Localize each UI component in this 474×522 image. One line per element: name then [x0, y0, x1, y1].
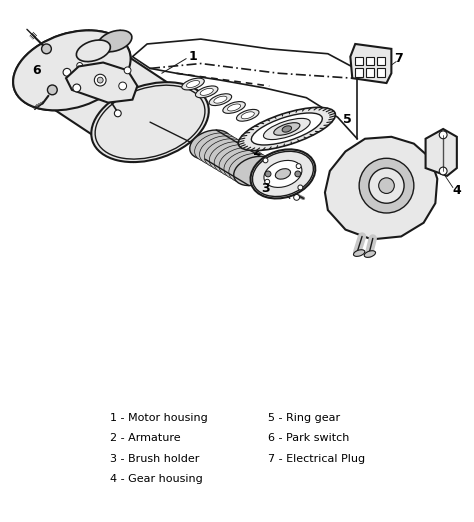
- Circle shape: [295, 171, 301, 177]
- Text: 5: 5: [343, 113, 352, 126]
- Polygon shape: [325, 137, 438, 240]
- Text: 2 - Armature: 2 - Armature: [110, 433, 181, 443]
- Ellipse shape: [13, 30, 131, 110]
- Circle shape: [439, 167, 447, 175]
- Ellipse shape: [98, 30, 132, 52]
- Ellipse shape: [195, 86, 218, 98]
- Text: 7 - Electrical Plug: 7 - Electrical Plug: [268, 454, 365, 464]
- Text: 4: 4: [453, 184, 461, 197]
- Ellipse shape: [204, 139, 246, 168]
- Text: 3: 3: [261, 182, 270, 195]
- Ellipse shape: [214, 96, 227, 103]
- Polygon shape: [55, 30, 167, 162]
- Polygon shape: [350, 44, 392, 83]
- Circle shape: [272, 181, 275, 183]
- Ellipse shape: [219, 148, 261, 177]
- Ellipse shape: [186, 80, 200, 88]
- Ellipse shape: [13, 30, 131, 110]
- Bar: [366, 57, 374, 65]
- Polygon shape: [66, 63, 137, 103]
- Polygon shape: [205, 130, 260, 186]
- Circle shape: [263, 184, 266, 186]
- Ellipse shape: [91, 82, 209, 162]
- Circle shape: [42, 44, 51, 54]
- Circle shape: [439, 131, 447, 139]
- Ellipse shape: [210, 142, 251, 171]
- Circle shape: [379, 178, 394, 194]
- Circle shape: [47, 85, 57, 95]
- Ellipse shape: [229, 153, 271, 183]
- Ellipse shape: [273, 123, 300, 135]
- Circle shape: [124, 67, 131, 74]
- Text: 4 - Gear housing: 4 - Gear housing: [110, 473, 203, 484]
- Text: 7: 7: [394, 52, 402, 65]
- Ellipse shape: [364, 251, 375, 257]
- Bar: [355, 57, 363, 65]
- Circle shape: [280, 184, 288, 192]
- Ellipse shape: [200, 136, 241, 165]
- Ellipse shape: [354, 250, 365, 256]
- Ellipse shape: [224, 150, 266, 180]
- Ellipse shape: [182, 78, 204, 90]
- Bar: [377, 68, 384, 77]
- Bar: [366, 68, 374, 77]
- Circle shape: [296, 164, 301, 169]
- Ellipse shape: [214, 145, 256, 174]
- Ellipse shape: [190, 130, 231, 159]
- Circle shape: [275, 173, 278, 176]
- Circle shape: [259, 172, 262, 175]
- Circle shape: [97, 77, 103, 83]
- Bar: [377, 57, 384, 65]
- Text: 5 - Ring gear: 5 - Ring gear: [268, 413, 340, 423]
- Ellipse shape: [200, 88, 213, 96]
- Circle shape: [298, 185, 303, 190]
- Ellipse shape: [223, 102, 246, 113]
- Ellipse shape: [195, 133, 237, 162]
- Polygon shape: [426, 129, 457, 176]
- Text: 2: 2: [253, 145, 262, 158]
- Ellipse shape: [76, 40, 110, 62]
- Circle shape: [265, 171, 271, 177]
- Circle shape: [359, 158, 414, 213]
- Text: 1: 1: [189, 50, 197, 63]
- Circle shape: [63, 68, 71, 76]
- Circle shape: [94, 74, 106, 86]
- Ellipse shape: [253, 151, 313, 196]
- Ellipse shape: [264, 118, 310, 139]
- Ellipse shape: [264, 160, 302, 187]
- Ellipse shape: [250, 149, 315, 198]
- Circle shape: [265, 179, 270, 184]
- Circle shape: [77, 63, 82, 68]
- Ellipse shape: [241, 112, 255, 119]
- Text: 6 - Park switch: 6 - Park switch: [268, 433, 349, 443]
- Ellipse shape: [275, 169, 291, 179]
- Circle shape: [269, 169, 272, 172]
- Polygon shape: [88, 30, 121, 62]
- Bar: [355, 68, 363, 77]
- Circle shape: [256, 180, 259, 182]
- Text: 6: 6: [32, 64, 41, 77]
- Ellipse shape: [237, 110, 259, 121]
- Text: 3 - Brush holder: 3 - Brush holder: [110, 454, 200, 464]
- Ellipse shape: [228, 104, 241, 111]
- Circle shape: [119, 82, 127, 90]
- Ellipse shape: [251, 113, 322, 145]
- Circle shape: [114, 110, 121, 117]
- Text: 1 - Motor housing: 1 - Motor housing: [110, 413, 208, 423]
- Ellipse shape: [209, 94, 232, 105]
- Ellipse shape: [238, 108, 336, 151]
- Circle shape: [369, 168, 404, 203]
- Circle shape: [73, 84, 81, 92]
- Circle shape: [130, 86, 135, 90]
- Circle shape: [294, 194, 300, 200]
- Circle shape: [263, 158, 268, 163]
- Ellipse shape: [282, 126, 292, 132]
- Ellipse shape: [256, 170, 279, 186]
- Ellipse shape: [234, 157, 275, 186]
